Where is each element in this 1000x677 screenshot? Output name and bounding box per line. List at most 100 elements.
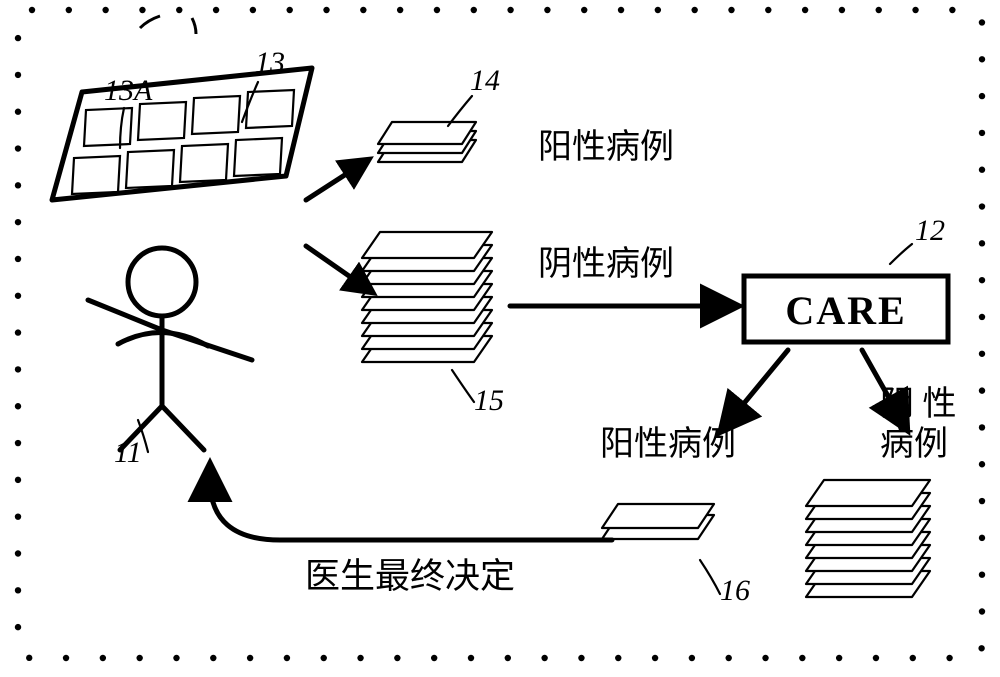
border-dot — [979, 461, 985, 467]
border-dot — [213, 7, 219, 13]
border-dot — [691, 7, 697, 13]
border-dot — [979, 19, 985, 25]
border-dot — [655, 7, 661, 13]
border-dot — [979, 608, 985, 614]
border-dot — [287, 7, 293, 13]
border-dot — [578, 655, 584, 661]
border-dot — [15, 182, 21, 188]
border-dot — [910, 655, 916, 661]
border-dot — [979, 167, 985, 173]
border-dot — [581, 7, 587, 13]
screen-frame — [52, 68, 312, 200]
border-dot — [728, 7, 734, 13]
corner-tick — [140, 16, 160, 28]
border-dot — [210, 655, 216, 661]
ref-leader-16 — [700, 560, 720, 594]
border-dot — [979, 387, 985, 393]
border-dot — [979, 498, 985, 504]
border-dot — [15, 550, 21, 556]
border-dot — [15, 72, 21, 78]
label-positive_bottom: 阳性病例 — [600, 425, 736, 463]
ref-leader-13a — [120, 108, 124, 148]
border-dot — [979, 240, 985, 246]
border-dot — [949, 7, 955, 13]
border-dot — [15, 109, 21, 115]
arrow-screen-to-14 — [306, 160, 368, 200]
border-dot — [507, 7, 513, 13]
border-dot — [139, 7, 145, 13]
border-dot — [979, 535, 985, 541]
border-dot — [15, 440, 21, 446]
screen-cell — [84, 108, 132, 146]
border-dot — [394, 655, 400, 661]
border-dot — [505, 655, 511, 661]
border-dot — [873, 655, 879, 661]
label-negative_bottom_1: 阴 性 — [880, 385, 957, 423]
stack-17-sheet — [806, 480, 930, 506]
border-dot — [689, 655, 695, 661]
border-dot — [15, 477, 21, 483]
border-dot — [63, 655, 69, 661]
border-dot — [979, 203, 985, 209]
corner-tick — [192, 18, 196, 34]
border-dot — [978, 645, 984, 651]
border-dot — [66, 7, 72, 13]
screen-cell — [138, 102, 186, 140]
border-dot — [357, 655, 363, 661]
border-dot — [176, 7, 182, 13]
ref-14: 14 — [470, 64, 500, 97]
border-dot — [946, 655, 952, 661]
border-dot — [979, 351, 985, 357]
screen-cell — [72, 156, 120, 194]
person-body — [88, 300, 252, 450]
border-dot — [979, 56, 985, 62]
border-dot — [397, 7, 403, 13]
screen-cell — [234, 138, 282, 176]
border-dot — [726, 655, 732, 661]
screen-cell — [180, 144, 228, 182]
border-dot — [15, 145, 21, 151]
border-dot — [979, 314, 985, 320]
person-head — [128, 248, 196, 316]
ref-16: 16 — [720, 574, 750, 607]
border-dot — [15, 513, 21, 519]
border-dot — [839, 7, 845, 13]
ref-leader-12 — [890, 244, 912, 264]
border-dot — [876, 7, 882, 13]
border-dot — [979, 277, 985, 283]
arrow-care-to-16 — [722, 350, 788, 430]
border-dot — [360, 7, 366, 13]
border-dot — [468, 655, 474, 661]
border-dot — [434, 7, 440, 13]
border-dot — [284, 655, 290, 661]
border-dot — [15, 403, 21, 409]
care-label: CARE — [785, 288, 906, 333]
border-dot — [431, 655, 437, 661]
border-dot — [765, 7, 771, 13]
border-dot — [323, 7, 329, 13]
border-dot — [802, 7, 808, 13]
ref-12: 12 — [915, 214, 945, 247]
screen-cell — [192, 96, 240, 134]
border-dot — [15, 624, 21, 630]
border-dot — [250, 7, 256, 13]
ref-leader-13 — [242, 82, 258, 122]
border-dot — [15, 35, 21, 41]
border-dot — [799, 655, 805, 661]
border-dot — [136, 655, 142, 661]
border-dot — [15, 366, 21, 372]
border-dot — [15, 329, 21, 335]
border-dot — [618, 7, 624, 13]
border-dot — [471, 7, 477, 13]
border-dot — [15, 293, 21, 299]
border-dot — [247, 655, 253, 661]
border-dot — [173, 655, 179, 661]
border-dot — [102, 7, 108, 13]
border-dot — [541, 655, 547, 661]
border-dot — [762, 655, 768, 661]
border-dot — [979, 571, 985, 577]
ref-leader-15 — [452, 370, 474, 402]
ref-11: 11 — [114, 436, 142, 469]
label-negative_bottom_2: 病例 — [880, 425, 948, 463]
border-dot — [321, 655, 327, 661]
